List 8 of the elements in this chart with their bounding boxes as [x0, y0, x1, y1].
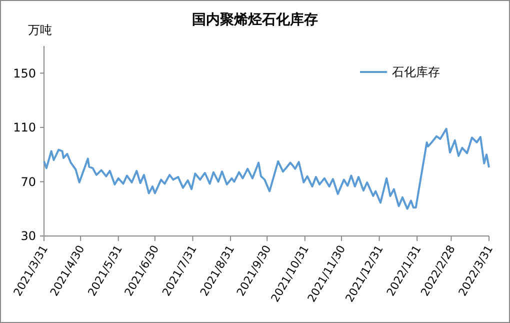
legend-label: 石化库存 [392, 65, 440, 80]
line-series [43, 128, 490, 210]
y-tick-label: 110 [13, 120, 36, 135]
y-axis-title: 万吨 [28, 23, 52, 37]
y-tick-label: 150 [13, 66, 36, 80]
chart-title: 国内聚烯烃石化库存 [192, 11, 318, 28]
y-tick-label: 30 [20, 229, 36, 244]
y-tick-label: 70 [20, 174, 36, 189]
